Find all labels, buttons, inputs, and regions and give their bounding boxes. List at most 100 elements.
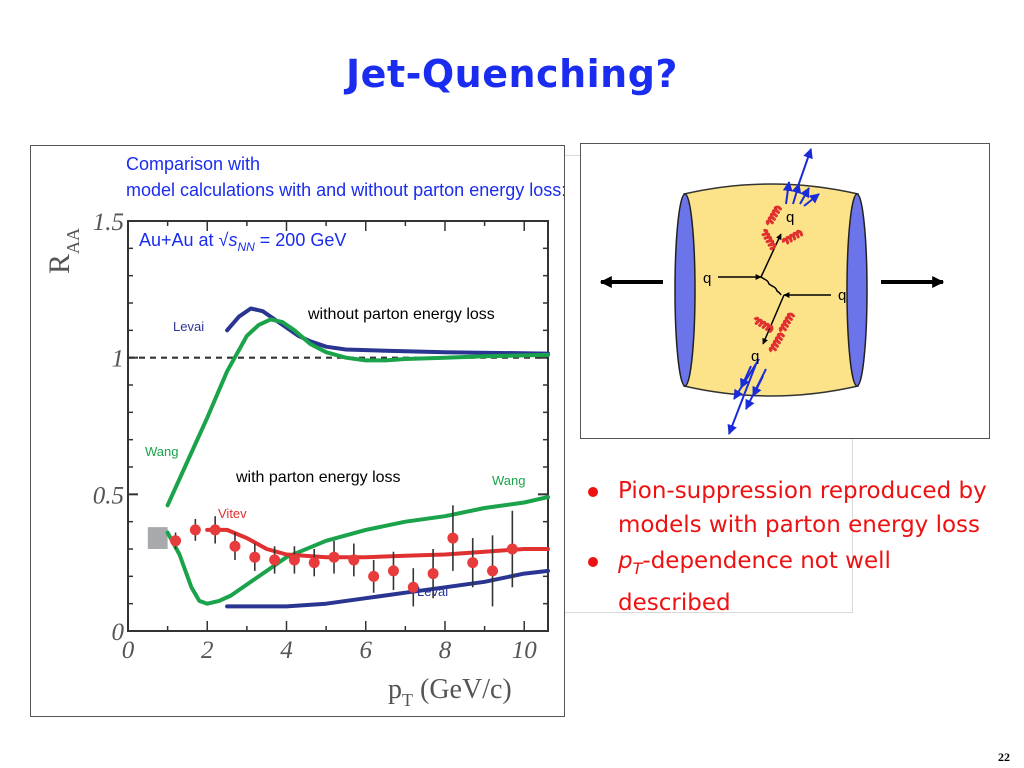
x-axis-label-main: p	[388, 674, 402, 705]
bullet-text: -dependence not well described	[618, 548, 891, 616]
gluon-exchange	[760, 276, 782, 296]
bullet-item: Pion-suppression reproduced by models wi…	[585, 474, 1005, 542]
chart-note-line: model calculations with and without part…	[126, 180, 564, 200]
data-point	[189, 524, 201, 536]
bullet-text: Pion-suppression reproduced by models wi…	[618, 478, 987, 538]
gluon-radiation-coil	[781, 229, 804, 245]
gluon-radiation-coil	[753, 316, 774, 333]
page-number: 22	[998, 750, 1010, 764]
x-axis-label-sub: T	[402, 690, 413, 710]
data-point	[506, 543, 518, 555]
quark-label: q	[838, 287, 846, 304]
gluon-radiation-coil	[765, 205, 782, 226]
data-point	[288, 554, 300, 566]
y-axis-label: RAA	[43, 228, 83, 274]
chart-note: Comparison with model calculations with a…	[126, 154, 564, 200]
series-label-levai: Levai	[173, 319, 204, 334]
gluon-coil-path	[761, 228, 777, 251]
outgoing-quark-down	[762, 294, 785, 345]
y-axis-label-main: R	[43, 254, 76, 274]
data-point	[229, 540, 241, 552]
y-axis-label-sub: AA	[63, 228, 83, 254]
quark-label: q	[786, 209, 794, 226]
slide-grid-line	[852, 437, 853, 612]
data-point	[249, 551, 261, 563]
gluon-coil-path	[753, 316, 774, 333]
jet-particle-arrow-up	[803, 193, 820, 207]
jet-particle-arrow-down	[740, 365, 752, 389]
data-point	[368, 570, 380, 582]
bullet-list: Pion-suppression reproduced by models wi…	[585, 474, 1005, 620]
pt-subscript: T	[632, 558, 643, 578]
y-tick-label: 1	[112, 346, 125, 373]
collision-diagram: q q q q	[599, 148, 945, 435]
outgoing-quark-up	[760, 233, 782, 278]
data-point	[387, 565, 399, 577]
series-label-levai: Levai	[417, 584, 448, 599]
data-point	[348, 554, 360, 566]
jet-particle-arrow-up	[791, 183, 802, 205]
data-point	[407, 581, 419, 593]
jet-particle-arrow-down	[752, 375, 764, 397]
data-point	[328, 551, 340, 563]
gluon-coil-path	[781, 229, 804, 245]
series-label-wang: Wang	[492, 473, 525, 488]
data-point	[447, 532, 459, 544]
system-sub: NN	[237, 240, 255, 254]
gluon-coil-path	[768, 332, 785, 353]
gluon-radiation-coil	[768, 332, 785, 353]
jet-particle-arrow-up	[799, 187, 810, 205]
x-tick-label: 8	[439, 637, 452, 664]
annotation-without-eloss: without parton energy loss	[307, 306, 495, 323]
x-tick-label: 0	[122, 637, 135, 664]
chart-note-line: Comparison with	[126, 154, 260, 174]
nucleus-left	[674, 193, 696, 387]
data-point	[467, 557, 479, 569]
x-axis-label: pT (GeV/c)	[388, 674, 512, 710]
series-line-vitev-with	[205, 527, 550, 560]
quark-label: q	[751, 348, 759, 365]
gluon-coil-path	[765, 205, 782, 226]
x-tick-label: 10	[512, 637, 538, 664]
series-label-wang: Wang	[145, 444, 178, 459]
annotation-with-eloss: with parton energy loss	[235, 469, 401, 486]
bullet-item: pT-dependence not well described	[585, 544, 1005, 620]
x-tick-label: 2	[201, 637, 214, 664]
slide-title: Jet-Quenching?	[346, 52, 678, 96]
raa-chart: Comparison with model calculations with a…	[43, 154, 564, 710]
slide-grid-line	[563, 155, 580, 156]
data-point	[269, 554, 281, 566]
x-tick-label: 6	[359, 637, 372, 664]
plot-frame	[127, 220, 549, 632]
data-point	[170, 535, 182, 547]
y-tick-label: 0.5	[93, 482, 124, 509]
series-label-vitev: Vitev	[218, 506, 247, 521]
bullet-dot	[588, 487, 598, 497]
collision-system-label: Au+Au at √sNN = 200 GeV	[139, 230, 346, 254]
normalization-box	[147, 527, 168, 549]
y-tick-label: 1.5	[93, 209, 124, 236]
quark-label: q	[703, 270, 711, 287]
data-point	[209, 524, 221, 536]
y-tick-label: 0	[112, 619, 125, 646]
jet-quenching-diagram: q q q q	[580, 143, 990, 439]
data-point	[427, 568, 439, 580]
series-line-levai-with	[225, 568, 550, 609]
bullet-dot	[588, 557, 598, 567]
system-s: s	[228, 230, 237, 250]
x-tick-label: 4	[280, 637, 293, 664]
system-prefix: Au+Au at √	[139, 230, 229, 250]
series-line-wang-without	[165, 317, 550, 508]
gluon-radiation-coil	[761, 228, 777, 251]
x-axis-label-suffix: (GeV/c)	[413, 674, 512, 705]
series-line-wang-with	[165, 495, 550, 606]
data-point	[308, 557, 320, 569]
system-suffix: = 200 GeV	[255, 230, 347, 250]
slide-grid-line	[563, 612, 853, 613]
jet-particle-arrow-up	[782, 181, 793, 205]
data-point	[487, 565, 499, 577]
nucleus-right	[846, 193, 868, 387]
pt-symbol: p	[618, 548, 633, 574]
chart-panel: Comparison with model calculations with a…	[30, 145, 565, 717]
gluon-radiation-coil	[778, 312, 795, 333]
